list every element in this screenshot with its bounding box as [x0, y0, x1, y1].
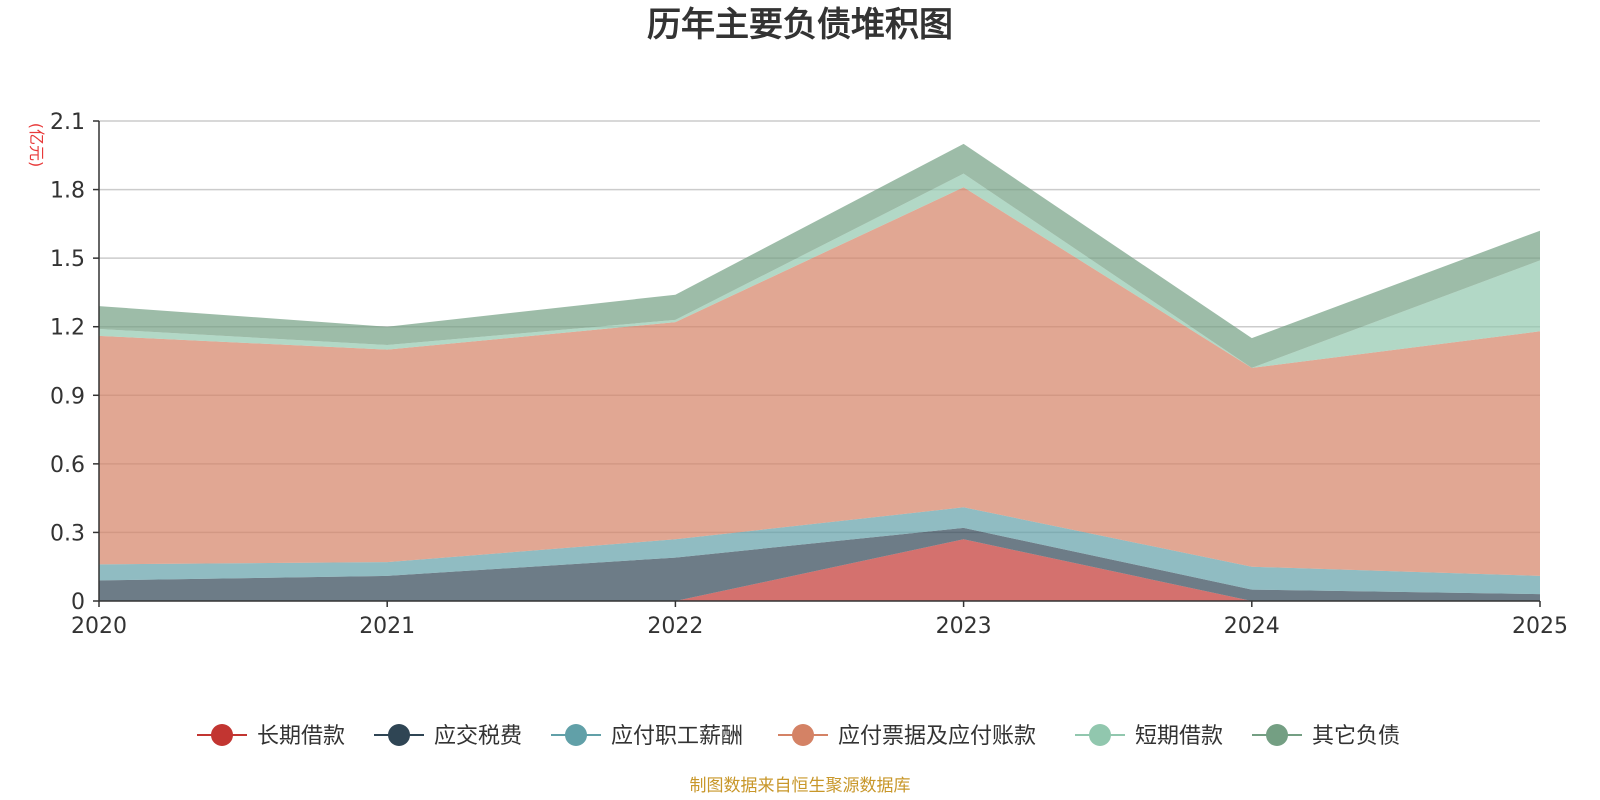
- y-tick-label: 0.6: [50, 453, 85, 478]
- area-series-应交税费: [99, 527, 1540, 601]
- x-tick-label: 2020: [71, 614, 127, 639]
- legend-label: 应付职工薪酬: [611, 724, 743, 749]
- y-tick-label: 2.1: [50, 110, 85, 135]
- axes: [98, 121, 1540, 602]
- area-series: [99, 143, 1540, 601]
- y-tick-label: 1.8: [50, 179, 85, 204]
- legend-marker: [1089, 724, 1111, 746]
- legend-item: 短期借款: [1075, 724, 1223, 749]
- legend-marker: [1266, 724, 1288, 746]
- legend-label: 长期借款: [257, 724, 345, 749]
- legend-item: 长期借款: [197, 724, 345, 749]
- x-tick-label: 2025: [1512, 614, 1568, 639]
- legend-label: 应交税费: [434, 724, 522, 749]
- legend-marker: [565, 724, 587, 746]
- y-tick-label: 0: [71, 590, 85, 615]
- legend-marker: [792, 724, 814, 746]
- y-tick-label: 1.5: [50, 247, 85, 272]
- area-series-其它负债: [99, 143, 1540, 368]
- legend-label: 应付票据及应付账款: [838, 724, 1036, 749]
- x-axis-ticks: 2020 2021 2022 2023 2024 2025: [71, 601, 1568, 639]
- legend-label: 短期借款: [1135, 724, 1223, 749]
- x-tick-label: 2023: [936, 614, 992, 639]
- legend-item: 应交税费: [374, 724, 522, 749]
- area-series-应付职工薪酬: [99, 507, 1540, 595]
- legend: 长期借款 应交税费 应付职工薪酬 应付票据及应付账款 短期借款 其它负债: [197, 724, 1400, 749]
- y-tick-label: 0.9: [50, 384, 85, 409]
- legend-item: 其它负债: [1252, 724, 1400, 749]
- area-series-应付票据及应付账款: [99, 187, 1540, 576]
- y-tick-label: 0.3: [50, 521, 85, 546]
- data-source-note: 制图数据来自恒生聚源数据库: [690, 776, 911, 796]
- legend-marker: [211, 724, 233, 746]
- legend-marker: [388, 724, 410, 746]
- x-tick-label: 2022: [647, 614, 703, 639]
- area-series-长期借款: [99, 539, 1540, 601]
- y-axis-ticks: 0 0.3 0.6 0.9 1.2 1.5 1.8 2.1: [50, 110, 99, 615]
- y-tick-label: 1.2: [50, 316, 85, 341]
- x-tick-label: 2024: [1224, 614, 1280, 639]
- legend-item: 应付票据及应付账款: [778, 724, 1036, 749]
- area-series-短期借款: [99, 173, 1540, 368]
- legend-item: 应付职工薪酬: [551, 724, 743, 749]
- legend-label: 其它负债: [1312, 724, 1400, 749]
- chart-title: 历年主要负债堆积图: [647, 5, 953, 45]
- y-axis-unit-label: (亿元): [27, 123, 46, 168]
- x-tick-label: 2021: [359, 614, 415, 639]
